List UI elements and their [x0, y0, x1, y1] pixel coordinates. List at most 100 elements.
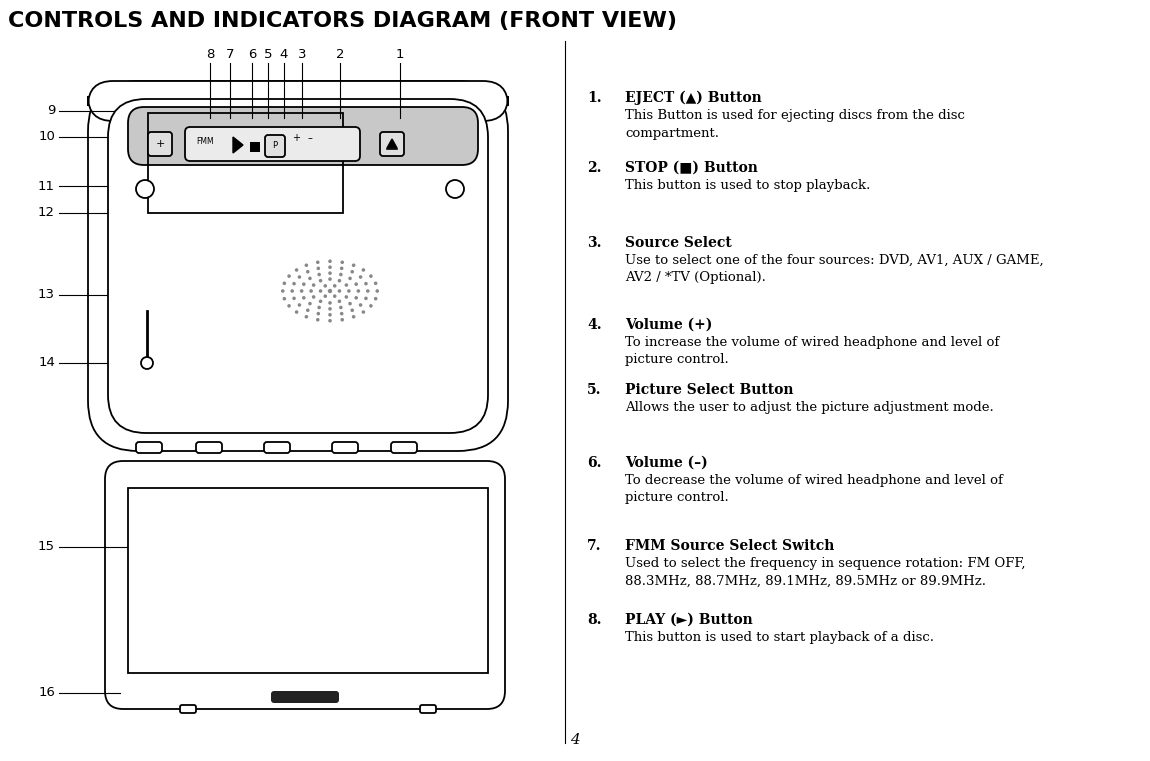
Bar	[250, 142, 260, 152]
Circle shape	[292, 282, 296, 285]
Text: This button is used to stop playback.: This button is used to stop playback.	[624, 179, 871, 192]
Circle shape	[309, 289, 313, 293]
Bar	[128, 488, 488, 673]
Circle shape	[359, 275, 362, 279]
Circle shape	[340, 266, 344, 270]
Circle shape	[300, 289, 304, 293]
Circle shape	[328, 277, 332, 281]
Circle shape	[347, 289, 351, 293]
FancyBboxPatch shape	[89, 81, 508, 451]
Text: 8: 8	[206, 49, 214, 62]
Circle shape	[340, 260, 344, 264]
Text: 10: 10	[38, 130, 55, 144]
Circle shape	[356, 289, 360, 293]
FancyBboxPatch shape	[420, 705, 436, 713]
Circle shape	[338, 289, 342, 293]
Circle shape	[339, 306, 343, 309]
Circle shape	[348, 302, 352, 305]
Circle shape	[369, 304, 373, 307]
Circle shape	[328, 313, 332, 317]
Circle shape	[334, 295, 337, 298]
FancyBboxPatch shape	[271, 691, 339, 703]
FancyBboxPatch shape	[105, 461, 505, 709]
Circle shape	[365, 282, 368, 285]
Circle shape	[305, 263, 308, 267]
Text: +: +	[155, 139, 164, 149]
Circle shape	[361, 310, 366, 314]
Circle shape	[338, 300, 342, 303]
Text: 8.: 8.	[586, 613, 601, 627]
Circle shape	[351, 270, 354, 273]
FancyBboxPatch shape	[128, 107, 478, 165]
Circle shape	[328, 266, 332, 269]
Text: 2.: 2.	[586, 161, 601, 175]
Circle shape	[319, 279, 322, 282]
Circle shape	[136, 180, 154, 198]
Circle shape	[323, 284, 327, 288]
Circle shape	[354, 282, 358, 286]
Circle shape	[323, 295, 327, 298]
Circle shape	[446, 180, 463, 198]
Circle shape	[328, 301, 332, 304]
Circle shape	[352, 315, 355, 319]
Text: P: P	[273, 142, 277, 151]
Circle shape	[328, 307, 332, 310]
Circle shape	[316, 312, 320, 316]
Circle shape	[283, 282, 286, 285]
Text: FMM: FMM	[197, 136, 214, 145]
Circle shape	[283, 297, 286, 301]
Bar	[148, 113, 343, 213]
Circle shape	[306, 270, 309, 273]
Circle shape	[302, 282, 306, 286]
Text: 1.: 1.	[586, 91, 601, 105]
Circle shape	[375, 289, 380, 293]
Circle shape	[359, 303, 362, 307]
Circle shape	[348, 276, 352, 280]
FancyBboxPatch shape	[332, 442, 358, 453]
Circle shape	[317, 306, 321, 309]
Circle shape	[354, 296, 358, 300]
Circle shape	[365, 297, 368, 300]
Circle shape	[141, 357, 153, 369]
Polygon shape	[388, 139, 397, 148]
Text: 12: 12	[38, 206, 55, 219]
FancyBboxPatch shape	[136, 442, 162, 453]
Text: Used to select the frequency in sequence rotation: FM OFF,
88.3MHz, 88.7MHz, 89.: Used to select the frequency in sequence…	[624, 557, 1026, 587]
Circle shape	[305, 315, 308, 319]
FancyBboxPatch shape	[264, 135, 285, 157]
Polygon shape	[233, 137, 243, 153]
Circle shape	[308, 276, 312, 280]
Text: Volume (+): Volume (+)	[624, 318, 712, 332]
Text: +: +	[292, 133, 300, 143]
Text: To increase the volume of wired headphone and level of
picture control.: To increase the volume of wired headphon…	[624, 336, 999, 367]
FancyBboxPatch shape	[264, 442, 290, 453]
Text: EJECT (▲) Button: EJECT (▲) Button	[624, 91, 761, 105]
Circle shape	[369, 274, 373, 278]
Circle shape	[288, 274, 291, 278]
Circle shape	[308, 302, 312, 305]
Text: STOP (■) Button: STOP (■) Button	[624, 161, 758, 175]
Text: PLAY (►) Button: PLAY (►) Button	[624, 613, 753, 627]
Circle shape	[298, 303, 301, 307]
Circle shape	[317, 272, 321, 276]
Text: 15: 15	[38, 540, 55, 553]
Text: Source Select: Source Select	[624, 236, 731, 250]
Text: 9: 9	[47, 104, 55, 117]
Circle shape	[291, 289, 294, 293]
Circle shape	[328, 319, 332, 323]
Text: 14: 14	[38, 356, 55, 370]
Text: FMM Source Select Switch: FMM Source Select Switch	[624, 539, 835, 553]
Text: 11: 11	[38, 180, 55, 193]
Circle shape	[328, 289, 332, 293]
Circle shape	[339, 272, 343, 276]
Circle shape	[338, 279, 342, 282]
Text: Use to select one of the four sources: DVD, AV1, AUX / GAME,
AV2 / *TV (Optional: Use to select one of the four sources: D…	[624, 254, 1044, 285]
Circle shape	[316, 260, 320, 264]
FancyBboxPatch shape	[181, 705, 196, 713]
Text: –: –	[307, 133, 313, 143]
Circle shape	[281, 289, 284, 293]
Circle shape	[306, 308, 309, 312]
Circle shape	[351, 308, 354, 312]
Circle shape	[292, 297, 296, 300]
Circle shape	[328, 260, 332, 263]
